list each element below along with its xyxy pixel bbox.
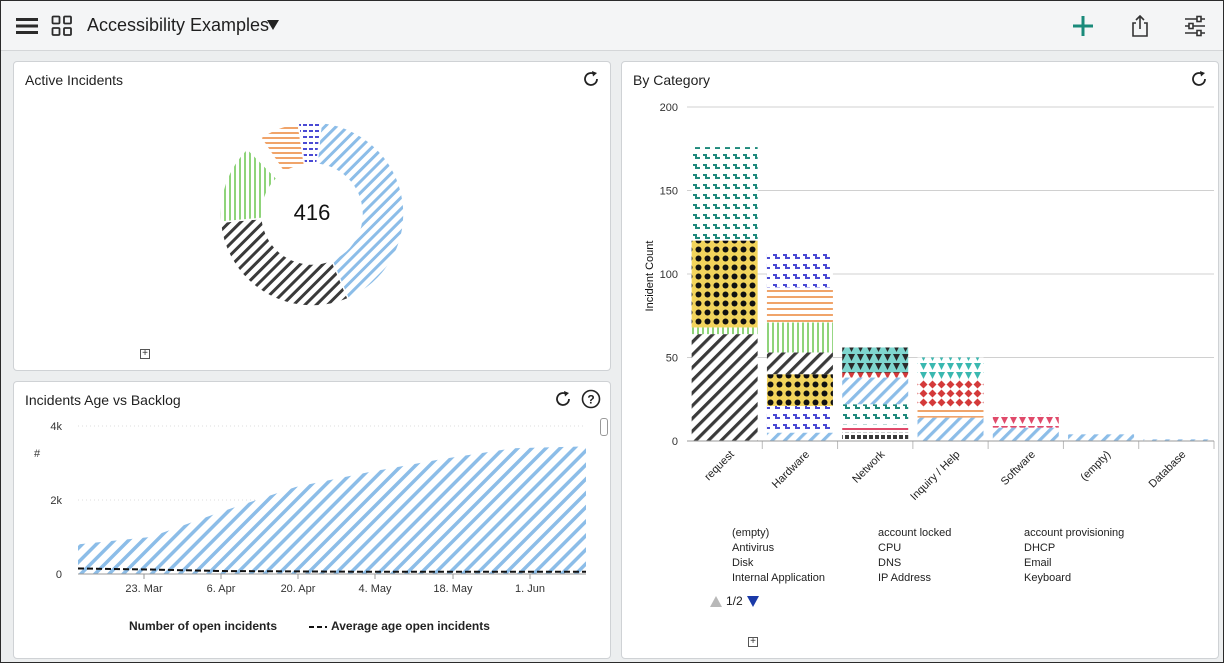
bar-segment[interactable] xyxy=(766,287,833,323)
y-tick-label: 150 xyxy=(660,186,678,198)
bar-segment[interactable] xyxy=(917,417,984,441)
bar-segment[interactable] xyxy=(766,405,833,433)
plus-icon[interactable] xyxy=(1071,14,1095,38)
scrollbar[interactable] xyxy=(600,418,608,436)
donut-segment[interactable] xyxy=(297,121,323,166)
expand-toggle[interactable]: + xyxy=(140,349,150,359)
x-tick-label: Software xyxy=(999,449,1038,488)
y-axis-label: # xyxy=(34,448,41,460)
x-tick-label: 18. May xyxy=(433,583,473,595)
bar-segment[interactable] xyxy=(842,424,909,433)
x-tick-label: request xyxy=(702,449,736,483)
refresh-icon[interactable] xyxy=(1188,68,1210,90)
pager-label: 1/2 xyxy=(726,594,743,608)
pager-down-icon[interactable] xyxy=(746,595,759,607)
y-tick-label: 4k xyxy=(50,421,62,433)
bar-segment[interactable] xyxy=(691,334,758,441)
legend-item[interactable]: DNS xyxy=(878,557,902,569)
refresh-icon[interactable] xyxy=(580,68,602,90)
bar-segment[interactable] xyxy=(842,432,909,441)
hamburger-menu-icon[interactable] xyxy=(15,16,39,36)
y-tick-label: 0 xyxy=(672,436,678,448)
line-average-age[interactable] xyxy=(77,567,586,573)
grid-icon[interactable] xyxy=(51,15,73,37)
panel-title: Active Incidents xyxy=(25,72,124,88)
bar-segment[interactable] xyxy=(691,147,758,241)
legend-average-age[interactable]: Average age open incidents xyxy=(331,619,490,633)
help-icon[interactable]: ? xyxy=(580,388,602,410)
y-tick-label: 50 xyxy=(666,353,678,365)
y-tick-label: 200 xyxy=(660,102,678,114)
panel-title: Incidents Age vs Backlog xyxy=(25,392,181,408)
sliders-icon[interactable] xyxy=(1183,14,1207,38)
y-tick-label: 2k xyxy=(50,495,62,507)
bar-segment[interactable] xyxy=(917,379,984,408)
legend-item[interactable]: account provisioning xyxy=(1024,527,1125,539)
category-bar-chart: 0 50 100 150 200 Incident Count request Hardwar… xyxy=(644,102,1215,503)
y-axis-label: Incident Count xyxy=(644,241,656,312)
legend-item[interactable]: Email xyxy=(1024,557,1052,569)
bar-segment[interactable] xyxy=(691,240,758,328)
top-bar: Accessibility Examples xyxy=(1,1,1223,51)
bar-segment[interactable] xyxy=(766,352,833,375)
active-incidents-panel: Active Incidents 416 + xyxy=(13,61,611,371)
bar-segment[interactable] xyxy=(766,252,833,288)
legend-item[interactable]: (empty) xyxy=(732,527,770,539)
x-tick-label: 6. Apr xyxy=(207,583,236,595)
bar-segment[interactable] xyxy=(766,432,833,441)
pager-up-icon[interactable] xyxy=(710,595,722,607)
bar-segment[interactable] xyxy=(992,414,1059,428)
bar-segment[interactable] xyxy=(766,374,833,406)
x-tick-label: Hardware xyxy=(770,449,812,491)
legend-item[interactable]: Antivirus xyxy=(732,542,775,554)
by-category-panel: By Category 0 50 100 150 200 Incident Count re… xyxy=(621,61,1219,659)
x-tick-label: Database xyxy=(1147,449,1189,491)
y-tick-label: 0 xyxy=(56,569,62,581)
legend-item[interactable]: account locked xyxy=(878,527,952,539)
bar-segment[interactable] xyxy=(842,404,909,425)
dashboard-title[interactable]: Accessibility Examples xyxy=(87,15,270,35)
bar-segment[interactable] xyxy=(1068,434,1135,441)
legend-pager: 1/2 xyxy=(710,594,759,608)
legend-item[interactable]: Disk xyxy=(732,557,754,569)
x-tick-label: 4. May xyxy=(358,583,392,595)
x-tick-label: Network xyxy=(850,448,887,485)
x-tick-label: 20. Apr xyxy=(281,583,316,595)
bar-segment[interactable] xyxy=(917,357,984,380)
bar-segment[interactable] xyxy=(691,327,758,335)
legend-item[interactable]: Internal Application xyxy=(732,572,825,584)
legend-item[interactable]: Keyboard xyxy=(1024,572,1072,584)
x-tick-label: 23. Mar xyxy=(125,583,163,595)
bar-segment[interactable] xyxy=(842,377,909,405)
x-tick-label: (empty) xyxy=(1078,449,1113,484)
bar-segment[interactable] xyxy=(992,427,1059,441)
donut-center-value: 416 xyxy=(294,200,331,225)
svg-text:?: ? xyxy=(587,393,594,407)
x-tick-label: Inquiry / Help xyxy=(908,449,962,503)
y-tick-label: 100 xyxy=(660,269,678,281)
backlog-panel: Incidents Age vs Backlog ? 0 2k 4k #23. Mar… xyxy=(13,381,611,659)
bar-segment[interactable] xyxy=(842,347,909,373)
refresh-icon[interactable] xyxy=(552,388,574,410)
bar-segment[interactable] xyxy=(1143,439,1210,441)
donut-segment[interactable] xyxy=(316,121,405,300)
donut-segment[interactable] xyxy=(219,217,350,307)
expand-toggle[interactable]: + xyxy=(748,637,758,647)
donut-chart: 416 xyxy=(219,121,405,307)
triangle-down-icon[interactable] xyxy=(266,18,280,32)
legend-item[interactable]: IP Address xyxy=(878,572,931,584)
x-tick-label: 1. Jun xyxy=(515,583,545,595)
bar-segment[interactable] xyxy=(842,372,909,378)
panel-title: By Category xyxy=(633,72,711,88)
legend-item[interactable]: DHCP xyxy=(1024,542,1056,554)
backlog-chart: 0 2k 4k #23. Mar 6. Apr 20. Apr 4. May 18. May 1… xyxy=(34,421,586,595)
legend-open-incidents[interactable]: Number of open incidents xyxy=(129,619,278,633)
bar-segment[interactable] xyxy=(917,407,984,418)
share-icon[interactable] xyxy=(1129,14,1151,38)
area-open-incidents[interactable] xyxy=(78,446,586,574)
dashed-line-icon xyxy=(309,626,327,628)
legend-item[interactable]: CPU xyxy=(878,542,902,554)
bar-segment[interactable] xyxy=(766,322,833,353)
